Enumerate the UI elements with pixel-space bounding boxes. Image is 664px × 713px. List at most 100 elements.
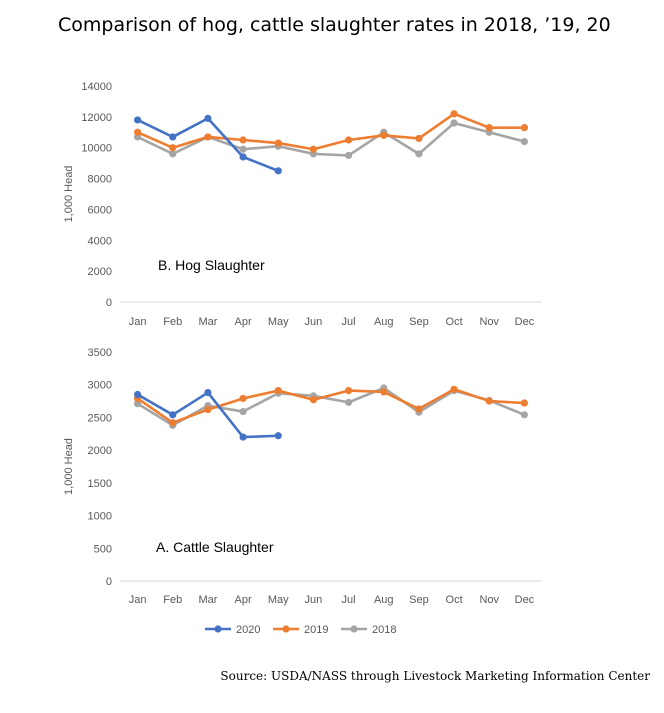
cattle-point-2020-may [274,432,282,440]
hog-ylabel: 1,000 Head [63,166,75,223]
hog-xtick-jul: Jul [342,316,356,328]
cattle-ytick-1500: 1500 [88,478,112,490]
hog-xtick-apr: Apr [235,316,252,328]
hog-xtick-oct: Oct [446,316,463,328]
cattle-xtick-mar: Mar [198,594,217,606]
legend-label-2019: 2019 [304,624,328,636]
cattle-point-2020-feb [169,411,177,419]
cattle-ytick-0: 0 [106,576,112,588]
hog-point-2018-dec [520,137,529,146]
cattle-point-2019-oct [450,385,458,393]
hog-point-2020-apr [239,153,247,161]
hog-xtick-sep: Sep [409,316,429,328]
hog-line-2019 [137,112,525,151]
hog-point-2019-mar [204,133,212,141]
cattle-point-2019-sep [415,405,423,413]
cattle-point-2019-dec [520,399,529,407]
hog-point-2019-jun [309,145,318,153]
hog-point-2019-jan [133,128,142,136]
cattle-point-2020-jan [133,390,142,399]
hog-point-2019-jul [344,136,353,144]
cattle-point-2019-may [274,387,282,395]
cattle-point-2018-apr [239,407,247,416]
hog-point-2018-apr [239,145,247,153]
hog-point-2019-aug [380,131,388,139]
cattle-point-2020-apr [239,433,247,441]
hog-point-2019-oct [450,110,458,118]
cattle-xtick-nov: Nov [479,594,499,606]
hog-point-2018-feb [169,150,177,158]
cattle-xtick-jul: Jul [342,594,356,606]
hog-point-2020-may [274,167,282,175]
legend-label-2020: 2020 [236,624,260,636]
cattle-point-2018-dec [520,411,529,419]
cattle-point-2018-jul [344,398,353,406]
hog-xtick-feb: Feb [163,316,182,328]
hog-point-2019-may [274,139,282,147]
cattle-ytick-500: 500 [94,543,112,555]
hog-point-2018-sep [415,150,423,158]
source-note: Source: USDA/NASS through Livestock Mark… [220,669,650,683]
hog-ytick-8000: 8000 [88,174,112,186]
hog-point-2019-apr [239,136,247,144]
cattle-point-2019-jun [309,396,318,404]
cattle-point-2019-feb [169,419,177,427]
hog-xtick-dec: Dec [515,316,535,328]
page-title: Comparison of hog, cattle slaughter rate… [58,14,611,36]
hog-point-2018-oct [450,119,458,127]
legend-marker-2019 [282,625,290,633]
hog-ytick-4000: 4000 [88,235,112,247]
cattle-xtick-sep: Sep [409,594,429,606]
hog-xtick-jun: Jun [305,316,323,328]
cattle-ytick-2500: 2500 [88,412,112,424]
legend-marker-2018 [350,625,358,633]
cattle-xtick-feb: Feb [163,594,182,606]
cattle-annotation: A. Cattle Slaughter [156,539,274,555]
hog-point-2019-dec [520,124,529,132]
cattle-xtick-aug: Aug [374,594,394,606]
cattle-point-2019-nov [485,397,493,405]
cattle-line-2019 [136,387,525,424]
cattle-ylabel: 1,000 Head [63,438,75,495]
hog-ytick-0: 0 [106,297,112,309]
hog-xtick-mar: Mar [198,316,217,328]
hog-xtick-nov: Nov [479,316,499,328]
cattle-point-2019-jul [344,387,353,395]
cattle-ytick-1000: 1000 [88,511,112,523]
hog-ytick-14000: 14000 [81,81,112,93]
hog-point-2019-nov [485,124,493,132]
hog-ytick-10000: 10000 [81,143,112,155]
cattle-ytick-2000: 2000 [88,445,112,457]
hog-point-2018-jul [344,151,353,160]
cattle-xtick-may: May [268,594,289,606]
cattle-ytick-3000: 3000 [88,380,112,392]
hog-line-2020 [137,117,279,173]
hog-ytick-12000: 12000 [81,112,112,124]
cattle-line-2020 [136,391,279,439]
hog-point-2020-mar [204,114,212,122]
cattle-xtick-dec: Dec [515,594,535,606]
cattle-point-2020-mar [204,388,212,397]
cattle-xtick-oct: Oct [446,594,463,606]
hog-point-2020-feb [169,133,177,141]
hog-xtick-aug: Aug [374,316,394,328]
cattle-xtick-apr: Apr [235,594,252,606]
cattle-xtick-jun: Jun [305,594,323,606]
hog-point-2019-feb [169,144,177,152]
hog-xtick-jan: Jan [129,316,147,328]
hog-point-2020-jan [133,116,142,124]
hog-point-2019-sep [415,134,423,143]
cattle-xtick-jan: Jan [129,594,147,606]
legend-marker-2020 [214,625,222,633]
cattle-point-2019-apr [239,394,247,403]
cattle-point-2018-jan [133,400,142,408]
hog-xtick-may: May [268,316,289,328]
cattle-point-2019-mar [204,405,212,414]
hog-ytick-6000: 6000 [88,204,112,216]
hog-ytick-2000: 2000 [88,266,112,278]
cattle-point-2019-aug [380,388,388,396]
hog-line-2018 [137,121,525,157]
legend-label-2018: 2018 [372,624,396,636]
hog-annotation: B. Hog Slaughter [158,257,265,273]
